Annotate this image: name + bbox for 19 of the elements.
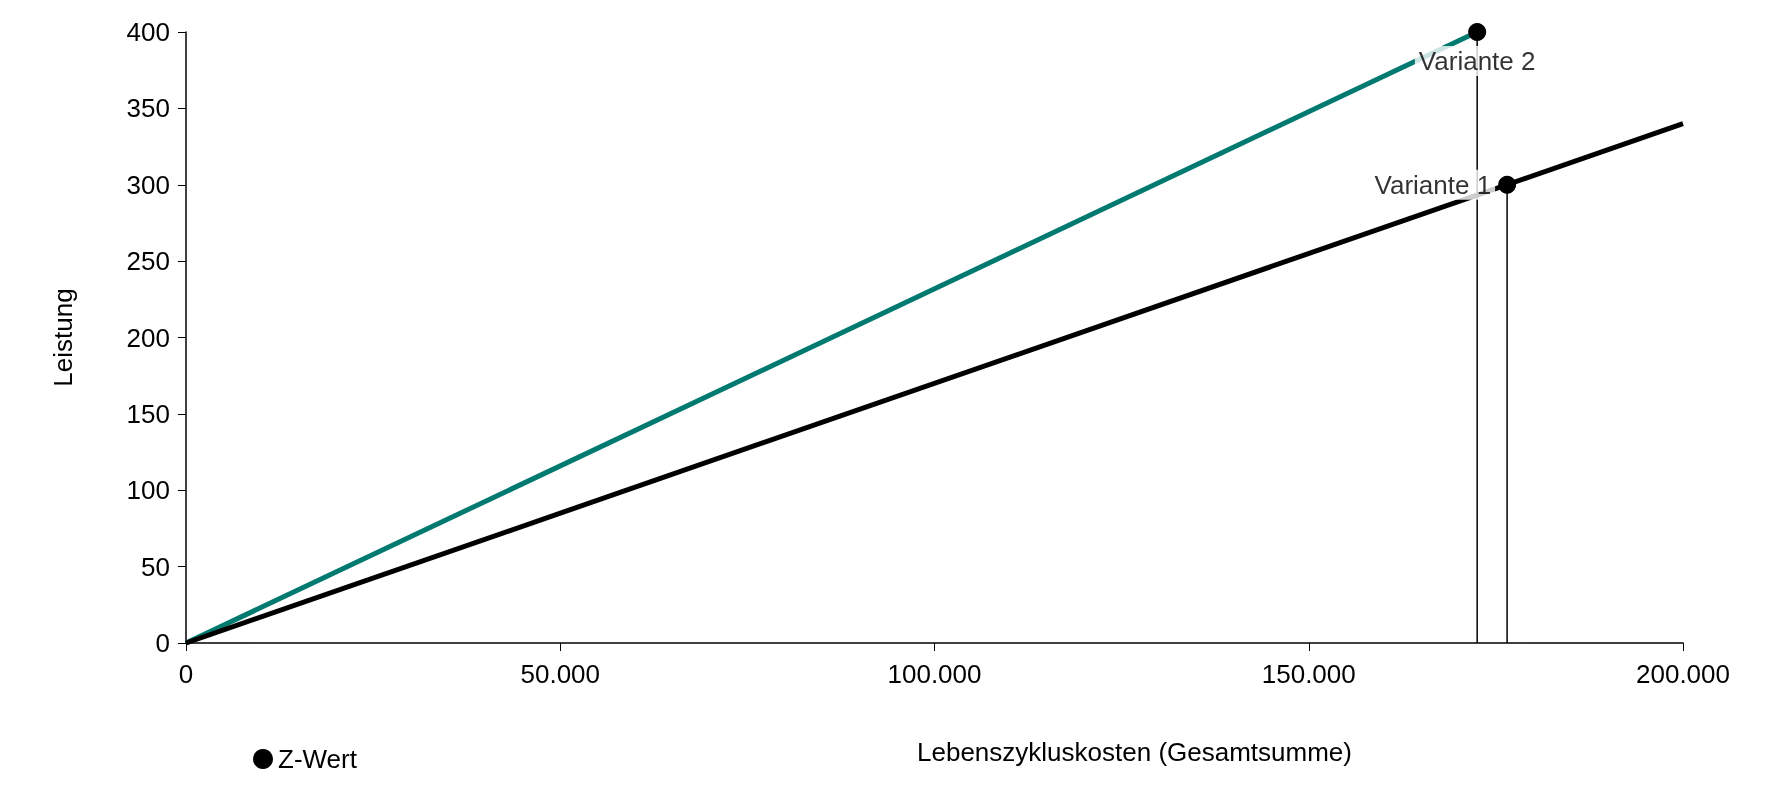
y-tick-label: 100 [126, 475, 170, 506]
x-tick-label: 50.000 [520, 659, 601, 689]
y-axis-title: Leistung [48, 288, 78, 387]
y-tick-label: 150 [126, 398, 170, 429]
y-tick-label: 350 [126, 93, 170, 124]
y-tick-label: 250 [126, 246, 170, 277]
y-tick-label: 0 [155, 628, 170, 658]
y-tick-label: 200 [126, 322, 170, 353]
y-tick-label: 300 [126, 169, 170, 200]
x-axis-title: Lebenszykluskosten (Gesamtsumme) [917, 737, 1352, 767]
y-tick-label: 50 [141, 551, 170, 582]
x-tick-label: 100.000 [887, 659, 982, 689]
y-tick-label: 400 [126, 17, 170, 47]
legend-label: Z-Wert [278, 744, 358, 774]
x-tick-label: 200.000 [1636, 659, 1730, 689]
annotation: Variante 1 [1374, 169, 1492, 200]
x-tick-label: 150.000 [1261, 659, 1356, 689]
x-tick-label: 0 [178, 659, 194, 689]
annotation: Variante 2 [1418, 46, 1536, 76]
